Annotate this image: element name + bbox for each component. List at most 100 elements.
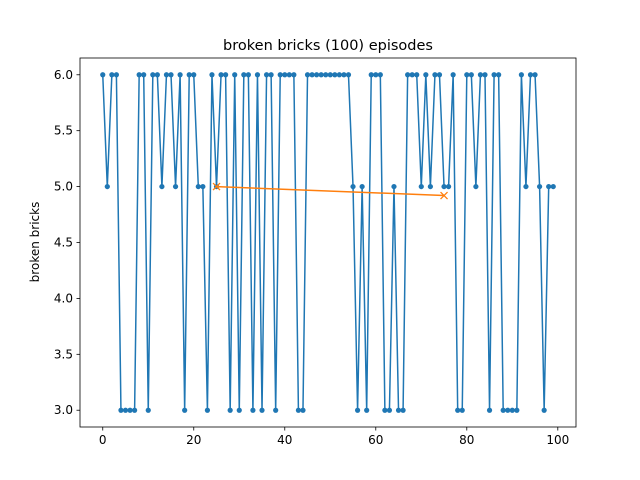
series-0-point (332, 72, 338, 78)
series-0-point (486, 407, 493, 413)
series-1-point (440, 191, 448, 200)
series-0-point (273, 407, 279, 413)
series-0-point (323, 72, 329, 78)
series-0-point (473, 183, 479, 190)
series-0-point (468, 72, 474, 78)
series-0-point (186, 72, 192, 78)
series-0-point (163, 72, 170, 78)
series-0-point (395, 407, 402, 413)
series-0-point (154, 72, 160, 78)
series-0-point (141, 72, 147, 78)
series-0-point (304, 72, 311, 78)
y-tick-label: 4.0 (54, 291, 73, 305)
series-0-point (104, 183, 110, 190)
series-0-point (191, 72, 197, 78)
series-0-point (427, 183, 433, 190)
y-tick-label: 3.0 (54, 403, 73, 417)
series-0-point (159, 183, 165, 190)
series-0-point (391, 183, 397, 190)
series-0-point (436, 72, 443, 78)
axes-layer: 0 20 40 60 80 100 3.0 3.5 4.0 4.5 5.0 5.5 6.0 (54, 57, 577, 447)
series-0-point (414, 72, 420, 78)
series-0-point (132, 407, 138, 413)
series-0-point (500, 407, 506, 413)
series-0-point (523, 183, 529, 190)
series-0-point (100, 72, 106, 78)
series-0-point (341, 72, 347, 78)
y-tick-label: 4.5 (54, 236, 73, 250)
series-0-point (113, 72, 120, 78)
series-0-point (168, 72, 174, 78)
series-0-point (418, 183, 424, 190)
series-0-point (250, 407, 256, 413)
series-0-point (345, 72, 352, 78)
series-0-point (514, 407, 520, 413)
series-1-point (212, 182, 221, 191)
series-0-point (263, 72, 270, 78)
series-0-point (477, 72, 484, 78)
series-0-point (527, 72, 534, 78)
series-0-point (232, 72, 238, 78)
series-0-point (209, 72, 215, 78)
series-0-point (127, 407, 133, 413)
series-0-point (450, 72, 456, 78)
series-0-point (336, 72, 342, 78)
series-0-point (536, 183, 543, 190)
y-tick-label: 3.5 (54, 347, 73, 361)
series-0-point (409, 72, 415, 78)
y-axis-label: broken bricks (28, 202, 42, 283)
series-0-point (282, 72, 288, 78)
series-0-point (550, 183, 556, 190)
series-0-point (236, 407, 242, 413)
series-0-point (259, 407, 265, 413)
series-0-point (122, 407, 129, 413)
series-0-point (118, 407, 124, 413)
series-0-point (359, 183, 365, 190)
series-0-point (364, 407, 370, 413)
series-0-point (318, 72, 324, 78)
series-0-point (314, 72, 320, 78)
series-0-point (195, 183, 201, 190)
series-0-point (482, 72, 488, 78)
series-layer (100, 72, 556, 413)
series-0-point (300, 407, 306, 413)
x-tick-label: 40 (277, 433, 292, 447)
y-tick-label: 6.0 (54, 68, 73, 82)
series-0-point (200, 183, 206, 190)
x-tick-label: 80 (459, 433, 474, 447)
series-0-point (373, 72, 379, 78)
series-0-point (177, 72, 183, 78)
chart-title: broken bricks (100) episodes (223, 38, 433, 54)
series-0-point (386, 407, 393, 413)
x-tick-label: 100 (546, 433, 569, 447)
series-0-point (223, 72, 229, 78)
series-0-point (509, 407, 515, 413)
series-0-point (291, 72, 297, 78)
series-0-point (445, 183, 452, 190)
series-0-point (182, 407, 188, 413)
x-tick-label: 0 (99, 433, 107, 447)
series-0-point (546, 183, 552, 190)
series-0-point (455, 407, 461, 413)
series-0-point (227, 407, 233, 413)
series-0-point (172, 183, 179, 190)
series-0-point (286, 72, 292, 78)
x-tick-label: 60 (368, 433, 383, 447)
series-0-point (459, 407, 465, 413)
series-1-line (216, 185, 445, 197)
series-0-point (423, 72, 429, 78)
series-0-point (368, 72, 374, 78)
series-0-point (491, 72, 497, 78)
series-0-point (464, 72, 470, 78)
series-0-point (377, 72, 383, 78)
series-0-point (150, 72, 156, 78)
series-0-point (145, 407, 151, 413)
series-0-point (405, 72, 411, 78)
x-tick-label: 20 (186, 433, 201, 447)
series-0-point (382, 407, 388, 413)
y-tick-label: 5.0 (54, 180, 73, 194)
series-0-point (218, 72, 224, 78)
series-0-point (268, 72, 274, 78)
